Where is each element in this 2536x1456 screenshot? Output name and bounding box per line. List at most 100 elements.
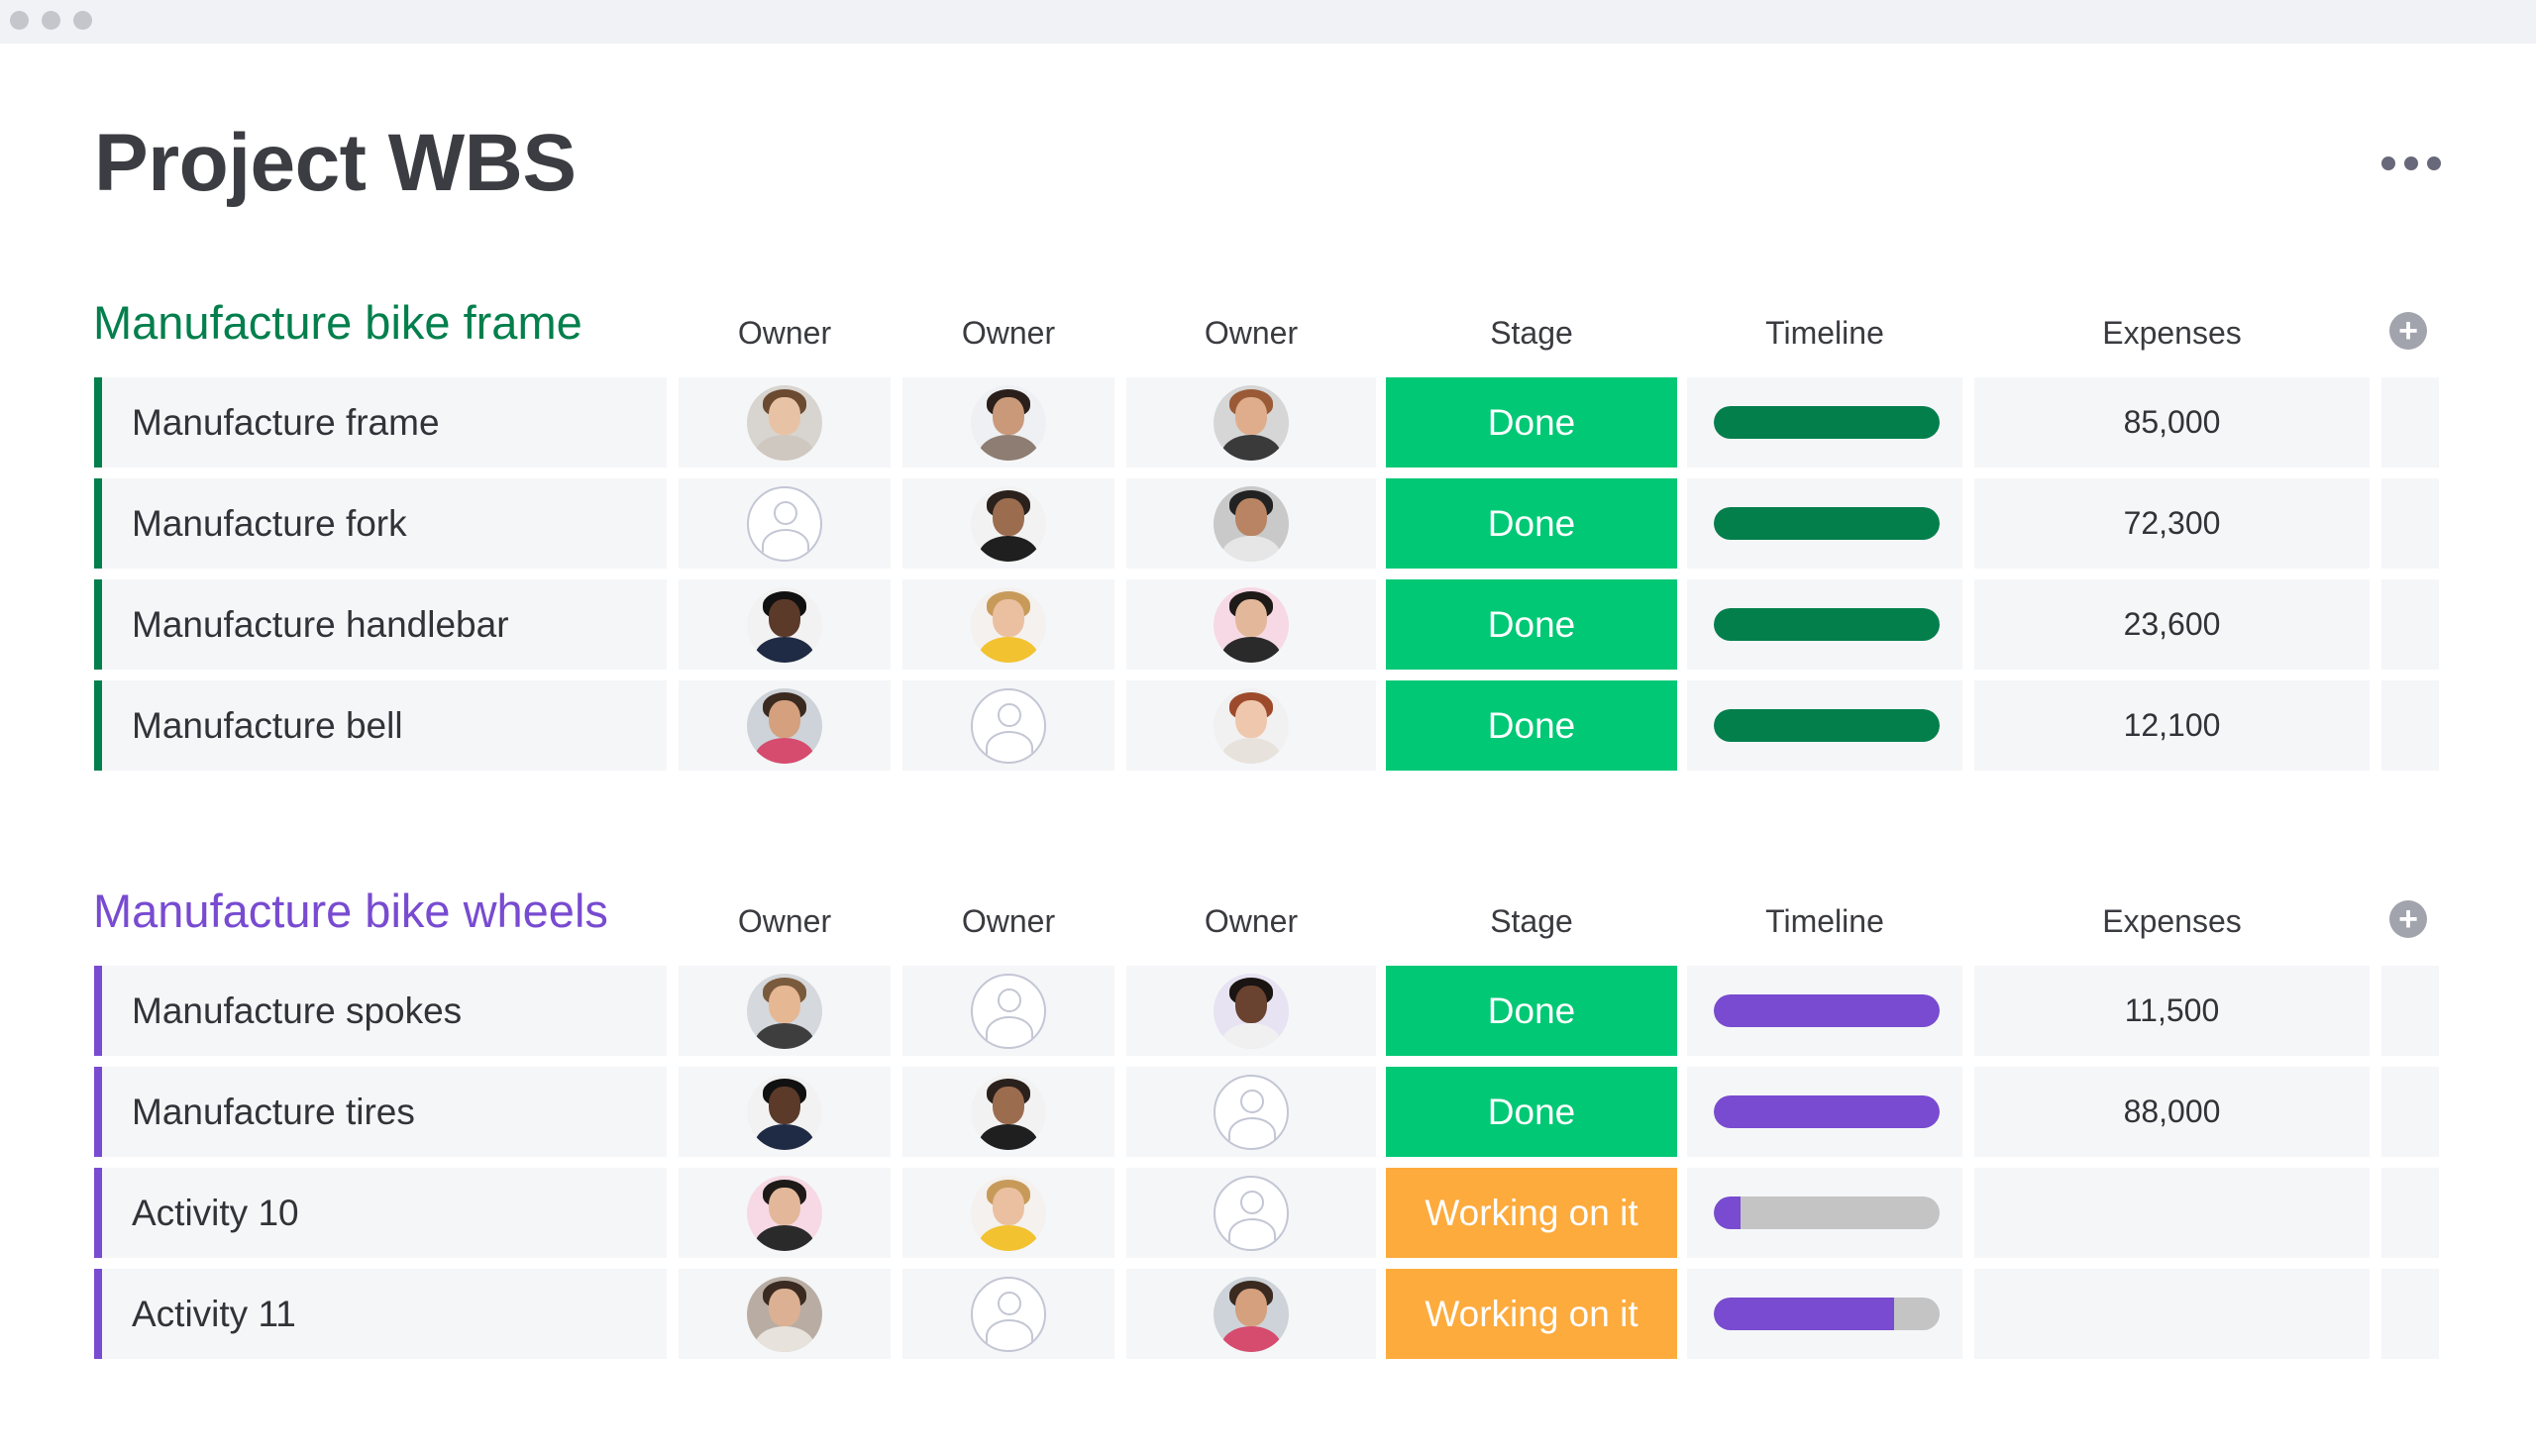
timeline-cell[interactable] (1687, 377, 1962, 468)
owner-cell[interactable] (902, 377, 1114, 468)
owner-cell[interactable] (679, 478, 891, 569)
avatar[interactable] (747, 973, 822, 1049)
item-name-cell[interactable]: Manufacture tires (94, 1067, 667, 1157)
table-row[interactable]: Manufacture handlebar Done 23,600 (0, 579, 2536, 670)
table-row[interactable]: Manufacture spokes Done 11,500 (0, 966, 2536, 1056)
item-name-cell[interactable]: Manufacture spokes (94, 966, 667, 1056)
owner-cell[interactable] (902, 1067, 1114, 1157)
timeline-cell[interactable] (1687, 579, 1962, 670)
expenses-value[interactable] (1974, 1168, 2370, 1258)
empty-column-cell[interactable] (2381, 1067, 2439, 1157)
empty-avatar-icon[interactable] (971, 973, 1046, 1049)
avatar[interactable] (747, 586, 822, 663)
column-header-stage[interactable]: Stage (1490, 315, 1573, 351)
owner-cell[interactable] (902, 478, 1114, 569)
owner-cell[interactable] (902, 1269, 1114, 1359)
owner-cell[interactable] (902, 1168, 1114, 1258)
owner-cell[interactable] (679, 1067, 891, 1157)
empty-column-cell[interactable] (2381, 680, 2439, 771)
empty-avatar-icon[interactable] (747, 485, 822, 562)
owner-cell[interactable] (679, 1168, 891, 1258)
column-header-timeline[interactable]: Timeline (1765, 315, 1884, 351)
owner-cell[interactable] (1126, 1168, 1376, 1258)
avatar[interactable] (971, 1175, 1046, 1251)
empty-column-cell[interactable] (2381, 1269, 2439, 1359)
column-header-stage[interactable]: Stage (1490, 903, 1573, 939)
table-row[interactable]: Manufacture fork Done 72,300 (0, 478, 2536, 569)
owner-cell[interactable] (902, 579, 1114, 670)
item-name-cell[interactable]: Activity 11 (94, 1269, 667, 1359)
avatar[interactable] (1214, 1276, 1289, 1352)
item-name[interactable]: Activity 11 (132, 1294, 296, 1334)
empty-column-cell[interactable] (2381, 377, 2439, 468)
avatar[interactable] (971, 1074, 1046, 1150)
empty-column-cell[interactable] (2381, 966, 2439, 1056)
column-header-expenses[interactable]: Expenses (2102, 315, 2242, 351)
column-header-owner[interactable]: Owner (961, 903, 1056, 939)
item-name-cell[interactable]: Manufacture frame (94, 377, 667, 468)
stage-status-label[interactable]: Working on it (1386, 1269, 1677, 1359)
owner-cell[interactable] (1126, 1067, 1376, 1157)
avatar[interactable] (1214, 973, 1289, 1049)
avatar[interactable] (971, 384, 1046, 461)
item-name[interactable]: Manufacture tires (132, 1092, 415, 1132)
owner-cell[interactable] (1126, 579, 1376, 670)
column-header-timeline[interactable]: Timeline (1765, 903, 1884, 939)
column-header-owner[interactable]: Owner (961, 315, 1056, 351)
avatar[interactable] (747, 1276, 822, 1352)
item-name[interactable]: Manufacture fork (132, 503, 407, 544)
item-name[interactable]: Manufacture handlebar (132, 604, 509, 645)
item-name-cell[interactable]: Manufacture bell (94, 680, 667, 771)
column-header-owner[interactable]: Owner (1204, 903, 1299, 939)
owner-cell[interactable] (679, 579, 891, 670)
timeline-cell[interactable] (1687, 1269, 1962, 1359)
stage-status-label[interactable]: Done (1386, 966, 1677, 1056)
add-column-icon[interactable]: + (2389, 312, 2427, 350)
expenses-value[interactable] (1974, 1269, 2370, 1359)
avatar[interactable] (1214, 485, 1289, 562)
avatar[interactable] (1214, 384, 1289, 461)
expenses-value[interactable]: 88,000 (1974, 1067, 2370, 1157)
avatar[interactable] (747, 384, 822, 461)
column-header-owner[interactable]: Owner (737, 903, 832, 939)
expenses-value[interactable]: 85,000 (1974, 377, 2370, 468)
item-name[interactable]: Manufacture bell (132, 705, 403, 746)
stage-status-label[interactable]: Done (1386, 579, 1677, 670)
table-row[interactable]: Manufacture tires Done 88,000 (0, 1067, 2536, 1157)
table-row[interactable]: Activity 11 Working on it (0, 1269, 2536, 1359)
item-name-cell[interactable]: Manufacture fork (94, 478, 667, 569)
item-name-cell[interactable]: Activity 10 (94, 1168, 667, 1258)
timeline-bar[interactable] (1714, 1095, 1940, 1128)
timeline-cell[interactable] (1687, 680, 1962, 771)
owner-cell[interactable] (1126, 680, 1376, 771)
owner-cell[interactable] (679, 377, 891, 468)
owner-cell[interactable] (902, 680, 1114, 771)
window-maximize-dot[interactable] (73, 11, 92, 30)
item-name[interactable]: Manufacture spokes (132, 990, 463, 1031)
owner-cell[interactable] (1126, 1269, 1376, 1359)
expenses-value[interactable]: 11,500 (1974, 966, 2370, 1056)
owner-cell[interactable] (679, 680, 891, 771)
table-row[interactable]: Manufacture bell Done 12,100 (0, 680, 2536, 771)
avatar[interactable] (971, 485, 1046, 562)
stage-status-label[interactable]: Working on it (1386, 1168, 1677, 1258)
avatar[interactable] (1214, 586, 1289, 663)
owner-cell[interactable] (902, 966, 1114, 1056)
expenses-value[interactable]: 12,100 (1974, 680, 2370, 771)
empty-avatar-icon[interactable] (1214, 1175, 1289, 1251)
stage-status-label[interactable]: Done (1386, 478, 1677, 569)
empty-avatar-icon[interactable] (971, 1276, 1046, 1352)
empty-column-cell[interactable] (2381, 579, 2439, 670)
empty-column-cell[interactable] (2381, 1168, 2439, 1258)
empty-avatar-icon[interactable] (971, 687, 1046, 764)
avatar[interactable] (747, 1175, 822, 1251)
item-name-cell[interactable]: Manufacture handlebar (94, 579, 667, 670)
group-title[interactable]: Manufacture bike wheels (93, 884, 608, 937)
group-title[interactable]: Manufacture bike frame (93, 296, 582, 349)
empty-avatar-icon[interactable] (1214, 1074, 1289, 1150)
avatar[interactable] (971, 586, 1046, 663)
window-minimize-dot[interactable] (42, 11, 60, 30)
timeline-cell[interactable] (1687, 1168, 1962, 1258)
column-header-owner[interactable]: Owner (1204, 315, 1299, 351)
more-options-button[interactable] (2381, 149, 2441, 178)
